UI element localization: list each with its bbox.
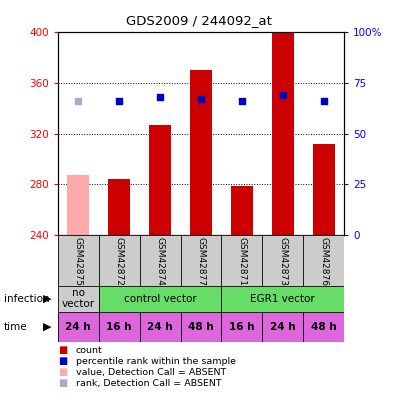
Text: GSM42872: GSM42872 — [115, 237, 124, 286]
Point — [321, 98, 327, 104]
Text: 24 h: 24 h — [65, 322, 91, 332]
Point — [280, 92, 286, 98]
Text: EGR1 vector: EGR1 vector — [250, 294, 315, 304]
Bar — [140, 235, 181, 286]
Text: GDS2009 / 244092_at: GDS2009 / 244092_at — [126, 14, 272, 27]
Bar — [58, 235, 99, 286]
Text: count: count — [76, 346, 102, 355]
Text: value, Detection Call = ABSENT: value, Detection Call = ABSENT — [76, 368, 226, 377]
Bar — [58, 286, 99, 312]
Bar — [312, 144, 335, 235]
Text: time: time — [4, 322, 27, 332]
Bar — [99, 312, 140, 342]
Bar — [262, 235, 303, 286]
Bar — [303, 312, 344, 342]
Text: 48 h: 48 h — [311, 322, 337, 332]
Text: 24 h: 24 h — [147, 322, 173, 332]
Text: GSM42875: GSM42875 — [74, 237, 83, 286]
Text: ▶: ▶ — [43, 294, 51, 304]
Text: rank, Detection Call = ABSENT: rank, Detection Call = ABSENT — [76, 379, 221, 388]
Bar — [149, 125, 171, 235]
Bar — [262, 312, 303, 342]
Bar — [221, 286, 344, 312]
Bar — [140, 312, 181, 342]
Bar — [99, 286, 221, 312]
Point — [157, 94, 163, 100]
Bar — [108, 179, 131, 235]
Bar — [58, 312, 99, 342]
Text: 48 h: 48 h — [188, 322, 214, 332]
Point — [75, 98, 81, 104]
Bar — [221, 235, 262, 286]
Text: ■: ■ — [58, 345, 67, 355]
Text: infection: infection — [4, 294, 50, 304]
Bar — [231, 185, 253, 235]
Bar — [190, 70, 212, 235]
Text: ■: ■ — [58, 378, 67, 388]
Text: GSM42871: GSM42871 — [238, 237, 246, 286]
Bar — [67, 175, 90, 235]
Text: 16 h: 16 h — [106, 322, 132, 332]
Bar — [221, 312, 262, 342]
Text: ■: ■ — [58, 367, 67, 377]
Bar — [99, 235, 140, 286]
Text: 16 h: 16 h — [229, 322, 255, 332]
Point — [116, 98, 122, 104]
Text: GSM42874: GSM42874 — [156, 237, 164, 286]
Text: no
vector: no vector — [62, 288, 95, 309]
Point — [239, 98, 245, 104]
Text: GSM42877: GSM42877 — [197, 237, 205, 286]
Bar — [181, 235, 221, 286]
Point — [198, 96, 204, 102]
Bar — [303, 235, 344, 286]
Bar — [181, 312, 221, 342]
Text: control vector: control vector — [124, 294, 197, 304]
Text: GSM42873: GSM42873 — [278, 237, 287, 286]
Text: ■: ■ — [58, 356, 67, 366]
Text: GSM42876: GSM42876 — [319, 237, 328, 286]
Text: 24 h: 24 h — [270, 322, 296, 332]
Bar — [271, 32, 294, 235]
Text: percentile rank within the sample: percentile rank within the sample — [76, 357, 236, 366]
Text: ▶: ▶ — [43, 322, 51, 332]
